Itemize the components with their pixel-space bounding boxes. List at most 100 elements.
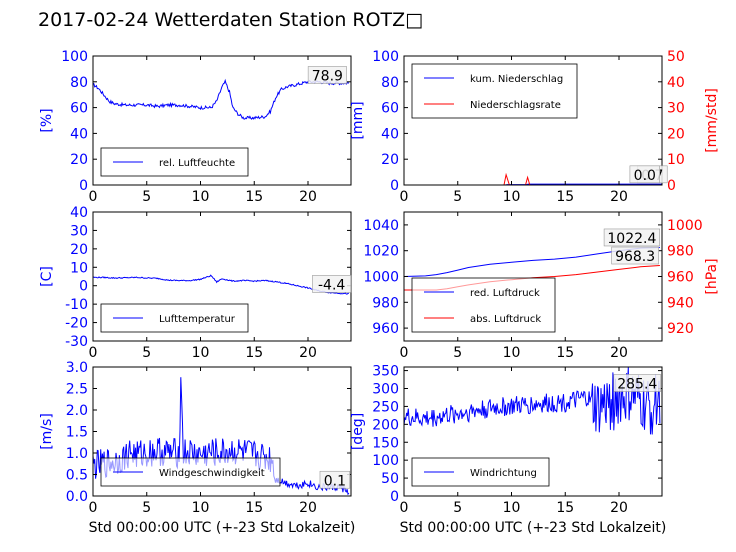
y-tick-label: -10: [65, 297, 88, 313]
x-tick-label: 5: [142, 500, 151, 516]
x-tick-label: 10: [192, 345, 210, 361]
y-right-tick-label: 50: [667, 49, 685, 65]
x-tick-label: 10: [192, 500, 210, 516]
value-annotation: 78.9: [312, 69, 343, 85]
plot-frame: [403, 366, 663, 497]
y-tick-label: 1020: [363, 244, 399, 260]
y-tick-label: 30: [70, 223, 88, 239]
y-tick-label: 150: [372, 435, 399, 451]
y-tick-label: 1040: [363, 218, 399, 234]
y-right-tick-label: 40: [667, 75, 685, 91]
legend-label: abs. Luftdruck: [470, 314, 541, 325]
y-tick-label: 100: [372, 49, 399, 65]
y-tick-label: 2.5: [66, 382, 88, 398]
legend-label: red. Luftdruck: [470, 288, 540, 299]
y-axis-label: [deg]: [350, 413, 366, 450]
x-tick-label: 20: [299, 189, 317, 205]
y-axis-label: [%]: [39, 108, 55, 132]
x-tick-label: 5: [453, 189, 462, 205]
x-tick-label: 20: [299, 345, 317, 361]
value-annotation: 1022.4: [607, 231, 656, 247]
y-tick-label: 60: [70, 101, 88, 117]
y-tick-label: 20: [70, 152, 88, 168]
value-annotation: 0.1: [324, 473, 346, 489]
y-right-tick-label: 960: [667, 270, 694, 286]
x-tick-label: 5: [453, 500, 462, 516]
value-annotation-box: [307, 66, 347, 84]
chart-panel-pressure: 0 5 10 15 20 960 980 1000 1020 1040 920 940 960 980 10…: [363, 211, 720, 361]
x-tick-label: 0: [400, 500, 409, 516]
y-tick-label: 80: [381, 75, 399, 91]
x-tick-label: 15: [245, 500, 263, 516]
x-axis-label: Std 00:00:00 UTC (+-23 Std Lokalzeit): [400, 520, 667, 536]
y-tick-label: 0: [79, 178, 88, 194]
y-tick-label: 40: [70, 126, 88, 142]
y-tick-label: 300: [372, 382, 399, 398]
y-right-tick-label: 10: [667, 152, 685, 168]
legend-label: Niederschlagsrate: [470, 100, 561, 111]
x-tick-label: 0: [89, 345, 98, 361]
legend-label: Lufttemperatur: [159, 314, 236, 325]
x-tick-label: 10: [192, 189, 210, 205]
value-annotation-box: [319, 470, 351, 489]
y-right-axis-label: [mm/std]: [704, 88, 720, 153]
y-tick-label: 40: [70, 205, 88, 221]
y-tick-label: 20: [70, 242, 88, 258]
y-tick-label: 0: [390, 178, 399, 194]
x-tick-label: 0: [89, 189, 98, 205]
y-right-tick-label: 0: [667, 178, 676, 194]
y-tick-label: 100: [61, 49, 88, 65]
y-right-tick-label: 20: [667, 126, 685, 142]
y-right-tick-label: 920: [667, 321, 694, 337]
x-tick-label: 20: [299, 500, 317, 516]
y-tick-label: 60: [381, 101, 399, 117]
value-annotation: 0.0: [634, 168, 656, 184]
value-annotation-box: [629, 165, 661, 184]
y-axis-label: [C]: [39, 266, 55, 287]
y-right-tick-label: 940: [667, 295, 694, 311]
y-tick-label: 0.0: [66, 489, 88, 505]
y-tick-label: 980: [372, 295, 399, 311]
y-tick-label: 350: [372, 364, 399, 380]
y-axis-label: [m/s]: [39, 413, 55, 450]
x-tick-label: 0: [89, 500, 98, 516]
chart-panel-temperature: 0 5 10 15 20 -30 -20 -10 0 10 20 30 40 [C] -4.4 Lufttem…: [39, 205, 352, 361]
y-tick-label: 200: [372, 417, 399, 433]
y-axis-label: [mm]: [350, 101, 366, 139]
y-tick-label: 100: [372, 453, 399, 469]
y-tick-label: -20: [65, 316, 88, 332]
value-annotation: -4.4: [318, 277, 345, 293]
legend-label: rel. Luftfeuchte: [159, 158, 235, 169]
y-tick-label: 80: [70, 75, 88, 91]
y-tick-label: 20: [381, 152, 399, 168]
legend-box: [411, 63, 578, 119]
x-tick-label: 10: [503, 345, 521, 361]
y-tick-label: 0: [390, 489, 399, 505]
x-tick-label: 20: [610, 345, 628, 361]
plot-frame: [403, 55, 663, 186]
y-tick-label: 1.5: [66, 425, 88, 441]
x-tick-label: 10: [503, 189, 521, 205]
x-tick-label: 15: [556, 500, 574, 516]
value-annotation-box: [603, 228, 660, 247]
y-tick-label: 0: [79, 279, 88, 295]
x-tick-label: 0: [400, 189, 409, 205]
x-tick-label: 15: [556, 189, 574, 205]
series-line-temperature-0: [93, 274, 349, 295]
chart-panel-humidity: 0 5 10 15 20 0 20 40 60 80 100 [%] 78.9 rel. Luftfeuc…: [39, 49, 352, 205]
plot-frame: [92, 55, 352, 186]
x-tick-label: 20: [610, 500, 628, 516]
value-annotation-box: [613, 374, 662, 392]
value-annotation: 968.3: [615, 249, 655, 265]
series-line-wind-speed-0: [93, 377, 350, 496]
y-right-tick-label: 980: [667, 244, 694, 260]
y-right-tick-label: 30: [667, 101, 685, 117]
value-annotation-box: [611, 246, 659, 265]
chart-panel-precip: 0 5 10 15 20 0 20 40 60 80 100 0 10 20 30 40 50 [mm] [mm/s…: [350, 49, 720, 205]
y-tick-label: 0.5: [66, 468, 88, 484]
x-tick-label: 0: [400, 345, 409, 361]
x-tick-label: 5: [142, 345, 151, 361]
x-tick-label: 15: [245, 345, 263, 361]
